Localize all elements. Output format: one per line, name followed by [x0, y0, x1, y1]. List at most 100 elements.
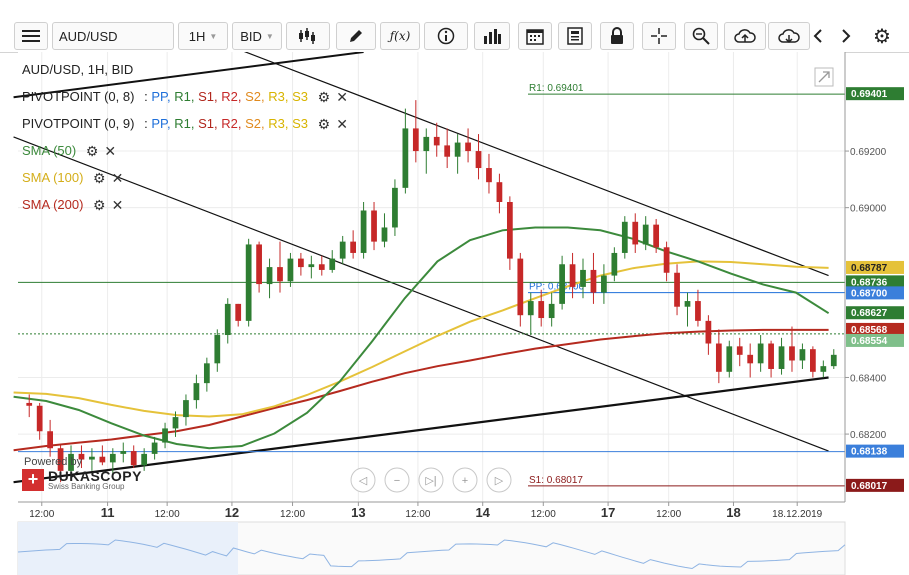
candle — [256, 241, 262, 293]
function-icon[interactable]: ƒ(x) — [380, 22, 420, 50]
candle-body — [705, 320, 712, 344]
gear-icon[interactable]: ⚙ — [93, 170, 106, 187]
price-tag-bg — [846, 260, 904, 274]
candle-body — [89, 456, 95, 460]
chevron-right-icon-glyph: ▷ — [495, 475, 504, 487]
close-icon[interactable]: ✕ — [336, 89, 348, 106]
candle — [329, 250, 336, 273]
download-cloud-icon[interactable] — [768, 22, 810, 50]
fit-icon[interactable]: ▷| — [418, 467, 444, 493]
price-tag-bg — [846, 478, 904, 492]
candle — [810, 346, 816, 378]
zoom-out-icon-circle — [384, 467, 410, 493]
candle-body — [768, 343, 774, 369]
gear-icon[interactable]: ⚙ — [85, 143, 99, 160]
lock-icon[interactable] — [600, 22, 634, 50]
pivot-level-label: PP: 0.68700 — [529, 282, 584, 293]
time-tick-label: 14 — [475, 505, 490, 520]
chevron-left-icon[interactable] — [806, 22, 830, 50]
close-icon[interactable]: ✕ — [111, 197, 124, 214]
timeframe-selector[interactable]: 1H ▼ — [178, 22, 228, 50]
candle-body — [653, 224, 660, 248]
chevron-right-icon[interactable] — [834, 22, 858, 50]
candle-body — [339, 241, 346, 259]
close-icon[interactable]: ✕ — [336, 116, 348, 133]
pivot-1-r3: R3, — [268, 89, 289, 104]
price-tick-label: 0.69000 — [850, 204, 887, 215]
time-tick-label: 12:00 — [155, 509, 180, 520]
bar-chart-icon[interactable] — [474, 22, 510, 50]
time-tick-label: 12:00 — [531, 509, 556, 520]
hamburger-menu-icon[interactable] — [14, 22, 48, 50]
candle — [601, 264, 607, 304]
price-tag-label: 0.68554 — [851, 336, 888, 347]
candle — [778, 337, 785, 375]
price-tag-label: 0.68568 — [851, 325, 888, 336]
candle-body — [611, 252, 618, 276]
trendline-falling-channel-upper — [243, 52, 829, 277]
chart-area[interactable]: R1: 0.69401 PP: 0.68700 S1: 0.68017 0.69200… — [0, 52, 909, 575]
chevron-left-icon[interactable]: ◁ — [350, 467, 376, 493]
zoom-icon[interactable] — [684, 22, 718, 50]
settings-gear-icon[interactable]: ⚙ — [873, 25, 891, 48]
price-tag: 0.68787 — [846, 260, 904, 274]
candle — [235, 303, 242, 327]
zoom-in-icon[interactable]: + — [452, 467, 478, 493]
calendar-icon[interactable] — [518, 22, 552, 50]
chevron-right-icon[interactable]: ▷ — [486, 467, 512, 493]
upload-cloud-icon[interactable] — [724, 22, 766, 50]
candle — [120, 442, 127, 463]
close-icon[interactable]: ✕ — [111, 170, 124, 187]
info-icon[interactable] — [424, 22, 468, 50]
candle-body — [830, 354, 837, 367]
price-tag-bg — [846, 322, 904, 336]
candle — [68, 445, 74, 477]
gear-icon[interactable]: ⚙ — [317, 89, 331, 106]
candle-body — [402, 128, 409, 188]
candlestick-icon[interactable] — [286, 22, 330, 50]
candle-body — [78, 453, 85, 460]
candle — [789, 326, 795, 372]
candle — [47, 419, 53, 457]
candle — [506, 196, 513, 270]
price-tag-bg — [846, 306, 904, 320]
candle — [486, 153, 492, 194]
gear-icon[interactable]: ⚙ — [317, 116, 331, 133]
candle — [371, 202, 377, 251]
candle — [747, 343, 754, 378]
price-type-selector[interactable]: BID ▼ — [232, 22, 282, 50]
candle — [350, 230, 357, 259]
candle-body — [392, 187, 398, 228]
candle — [141, 448, 148, 471]
price-tag: 0.68017 — [846, 478, 904, 492]
candle-body — [287, 258, 294, 282]
close-icon[interactable]: ✕ — [104, 143, 117, 160]
candle-body — [820, 366, 827, 372]
candle-body — [799, 349, 806, 361]
price-chart[interactable]: R1: 0.69401 PP: 0.68700 S1: 0.68017 0.69200… — [0, 52, 909, 575]
crosshair-icon[interactable] — [642, 22, 676, 50]
candle — [78, 445, 85, 469]
sma-100-label: SMA (100) — [22, 170, 84, 185]
price-tag-bg — [846, 444, 904, 458]
symbol-selector[interactable]: AUD/USD — [52, 22, 174, 50]
pivot-2-r1: R1, — [174, 116, 195, 131]
candle-body — [433, 136, 440, 146]
candle — [433, 122, 440, 157]
report-icon[interactable] — [558, 22, 592, 50]
candle — [705, 315, 712, 355]
candle-body — [224, 303, 231, 336]
zoom-out-icon[interactable]: − — [384, 467, 410, 493]
time-tick-label: 11 — [101, 505, 115, 520]
time-tick-label: 18 — [726, 505, 740, 520]
gear-icon[interactable]: ⚙ — [93, 197, 106, 214]
candle-body — [423, 136, 430, 152]
price-tag-bg — [846, 275, 904, 289]
price-tag: 0.68554 — [846, 333, 904, 347]
candle — [559, 255, 565, 310]
candle — [287, 252, 294, 287]
pivot-1-s1: S1, — [198, 89, 218, 104]
candle-body — [256, 244, 262, 285]
expand-icon[interactable] — [814, 67, 834, 87]
draw-pencil-icon[interactable] — [336, 22, 376, 50]
